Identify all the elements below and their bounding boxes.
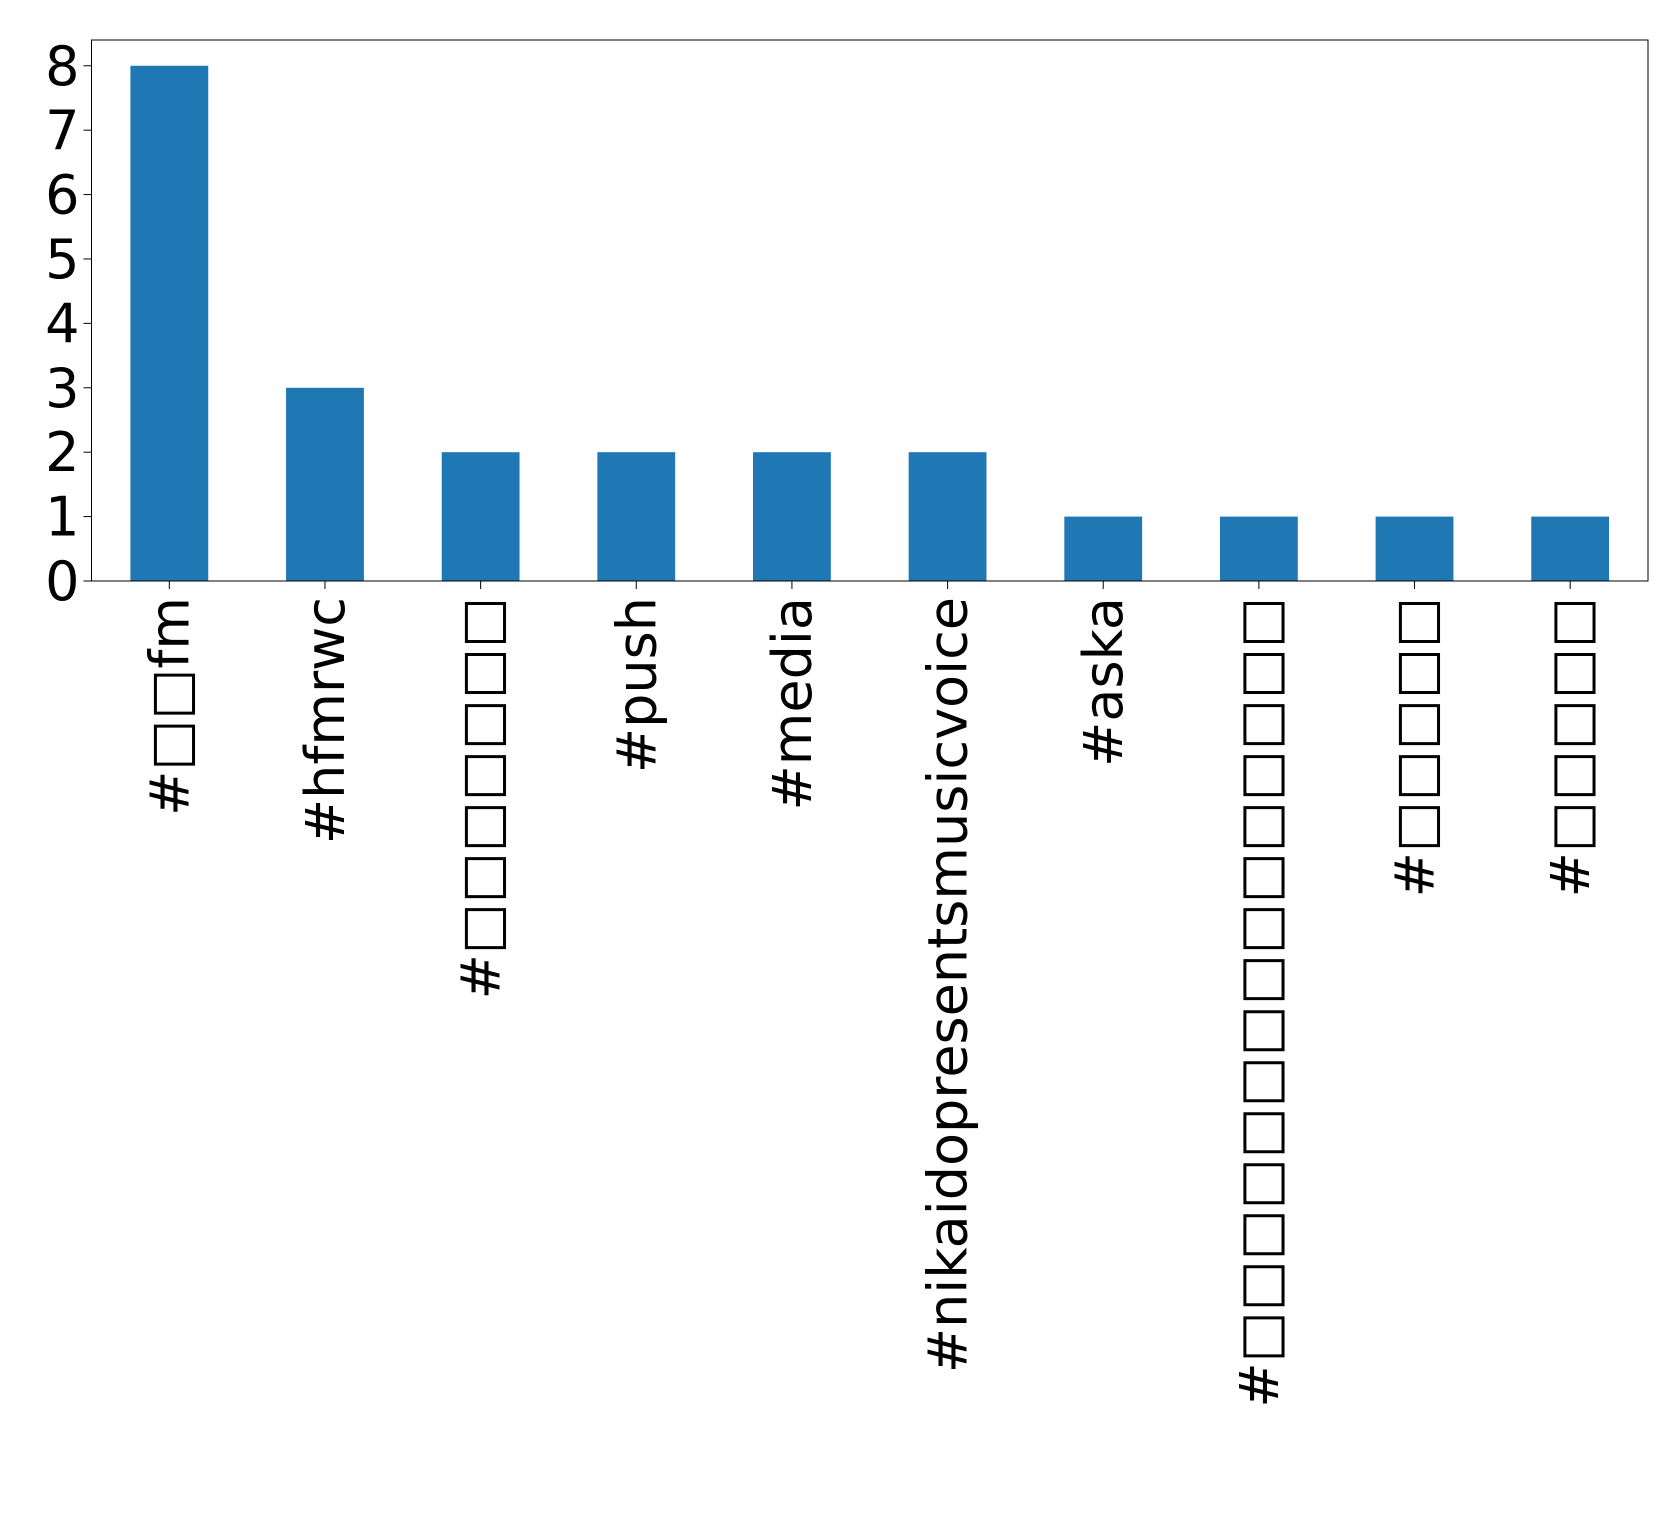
x-tick-label: #hfmrwc: [294, 597, 357, 844]
bar: [441, 452, 520, 581]
bar: [1375, 516, 1454, 581]
bar: [1064, 516, 1143, 581]
y-tick-label: 7: [45, 99, 79, 162]
x-tick-label: #□□□□□□□: [450, 597, 513, 999]
y-tick-label: 2: [45, 421, 79, 484]
x-tick-label: #media: [761, 597, 824, 810]
bar: [753, 452, 831, 581]
x-tick-label: #□□□□□□□□□□□□□□□: [1228, 597, 1291, 1408]
x-tick-label: #□□□□□: [1539, 597, 1602, 897]
y-tick-label: 4: [45, 292, 79, 355]
x-tick-label: #aska: [1072, 597, 1135, 767]
y-tick-label: 8: [45, 35, 79, 98]
bar: [1219, 516, 1298, 581]
y-tick-label: 6: [45, 164, 79, 227]
bar: [1531, 516, 1610, 581]
bar: [597, 452, 676, 581]
bar: [286, 387, 364, 581]
y-tick-label: 0: [45, 550, 79, 613]
y-tick-label: 5: [45, 228, 79, 291]
bar: [130, 65, 209, 581]
y-tick-label: 3: [45, 357, 79, 420]
x-tick-label: #push: [605, 597, 668, 773]
x-tick-label: #□□fm: [138, 597, 201, 816]
plot-frame: [91, 39, 1649, 582]
bar: [908, 452, 987, 581]
y-tick-label: 1: [45, 486, 79, 549]
x-tick-label: #nikaidopresentsmusicvoice: [917, 597, 980, 1373]
x-tick-label: #□□□□□: [1384, 597, 1447, 897]
